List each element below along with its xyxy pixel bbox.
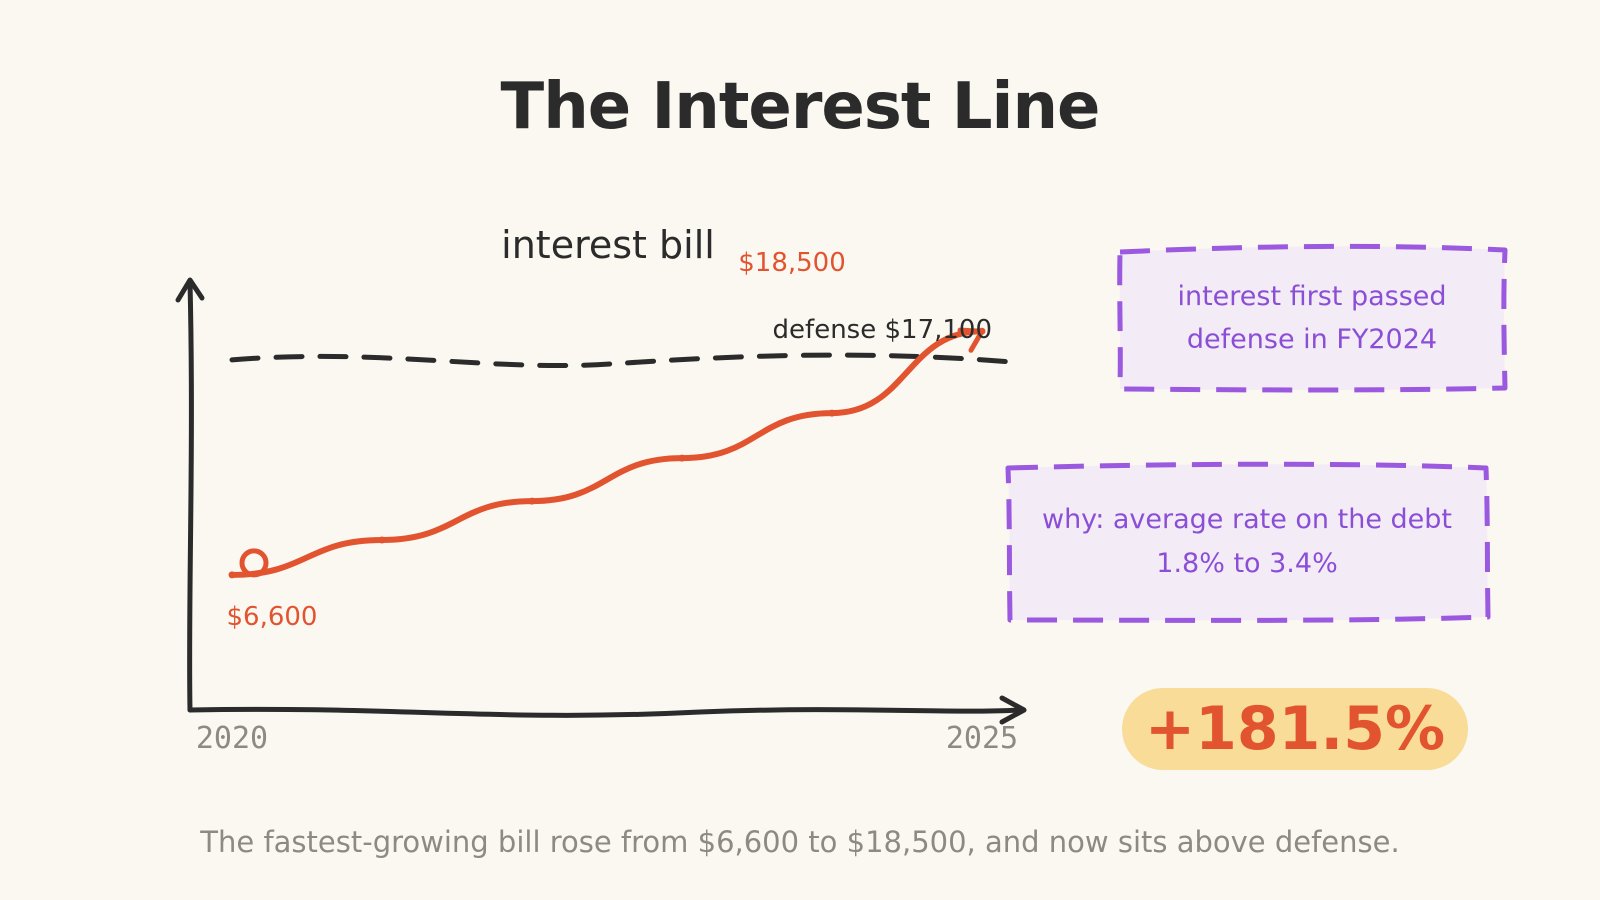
interest-start-marker — [239, 548, 269, 578]
x-tick-2025: 2025 — [946, 721, 1018, 756]
annotation-why-line-2: 1.8% to 3.4% — [1156, 548, 1337, 579]
change-badge: +181.5% — [1122, 688, 1468, 770]
annotation-crossover: interest first passed defense in FY2024 — [1117, 243, 1508, 393]
y-axis-label: interest bill — [501, 223, 715, 267]
change-badge-value: +181.5% — [1145, 694, 1445, 764]
interest-point-2020 — [228, 571, 236, 579]
data-label-interest-end: $18,500 — [738, 248, 846, 278]
x-axis-arrowhead — [999, 695, 1027, 725]
annotation-crossover-box — [1117, 243, 1508, 393]
annotation-why: why: average rate on the debt 1.8% to 3.… — [1005, 461, 1491, 623]
series-interest-line — [229, 328, 985, 578]
annotation-crossover-line-1: interest first passed — [1177, 281, 1446, 312]
change-badge-pill — [1122, 688, 1468, 770]
annotation-why-line-1: why: average rate on the debt — [1042, 504, 1452, 535]
x-tick-2020: 2020 — [196, 721, 268, 756]
interest-point-2023 — [678, 454, 686, 462]
interest-point-2022 — [528, 497, 536, 505]
data-label-interest-start: $6,600 — [227, 602, 318, 632]
interest-point-2021 — [378, 536, 386, 544]
series-defense-line — [229, 352, 1013, 369]
page-title: The Interest Line — [501, 70, 1100, 144]
data-label-defense: defense $17,100 — [773, 315, 992, 345]
y-axis — [187, 279, 194, 713]
x-axis — [187, 706, 1023, 718]
interest-point-2024 — [828, 409, 836, 417]
annotation-why-box — [1005, 461, 1491, 623]
interest-point-2025 — [978, 327, 986, 335]
y-axis-arrowhead — [175, 277, 205, 303]
caption: The fastest-growing bill rose from $6,60… — [199, 825, 1399, 859]
annotation-crossover-line-2: defense in FY2024 — [1187, 324, 1437, 355]
